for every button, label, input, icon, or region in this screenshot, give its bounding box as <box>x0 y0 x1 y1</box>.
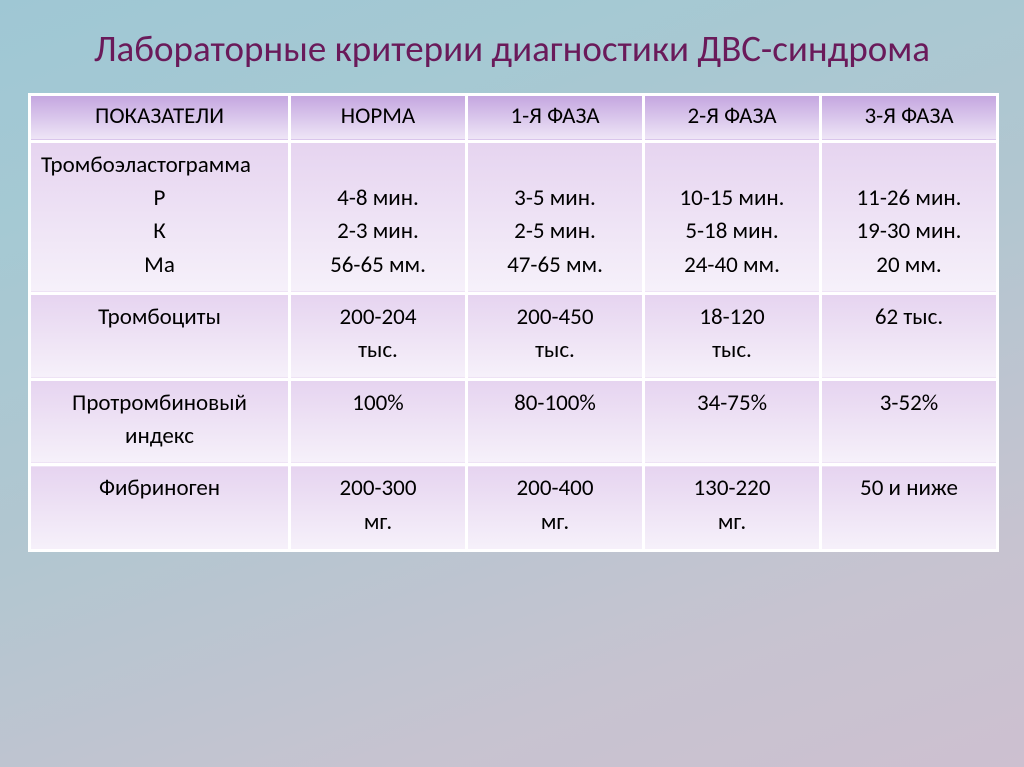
plt-p2-b: тыс. <box>712 336 752 364</box>
plt-p2: 18-120 тыс. <box>644 293 821 379</box>
plt-p2-a: 18-120 <box>699 303 764 331</box>
fib-norm: 200-300 мг. <box>290 465 467 551</box>
plt-norm: 200-204 тыс. <box>290 293 467 379</box>
fib-p2-a: 130-220 <box>694 474 771 502</box>
fib-label: Фибриноген <box>30 465 290 551</box>
slide-title: Лабораторные критерии диагностики ДВС-си… <box>28 28 996 71</box>
plt-norm-b: тыс. <box>358 336 398 364</box>
col-phase3: 3-Я ФАЗА <box>821 94 998 141</box>
row-plt: Тромбоциты 200-204 тыс. 200-450 тыс. 18-… <box>30 293 998 379</box>
teg-norm-ma: 56-65 мм. <box>330 251 426 279</box>
teg-p2-k: 5-18 мин. <box>685 217 778 245</box>
teg-norm-p: 4-8 мин. <box>337 184 419 212</box>
pti-p1: 80-100% <box>467 379 644 465</box>
criteria-table: ПОКАЗАТЕЛИ НОРМА 1-Я ФАЗА 2-Я ФАЗА 3-Я Ф… <box>28 93 999 552</box>
teg-p2-ma: 24-40 мм. <box>684 251 780 279</box>
plt-p1-b: тыс. <box>535 336 575 364</box>
teg-sub-k: К <box>41 215 278 248</box>
teg-p3: 11-26 мин. 19-30 мин. 20 мм. <box>821 141 998 293</box>
fib-norm-a: 200-300 <box>340 474 417 502</box>
col-phase1: 1-Я ФАЗА <box>467 94 644 141</box>
fib-p1: 200-400 мг. <box>467 465 644 551</box>
pti-label-a: Протромбиновый <box>72 389 247 417</box>
fib-norm-b: мг. <box>364 508 392 536</box>
fib-p2: 130-220 мг. <box>644 465 821 551</box>
fib-p2-b: мг. <box>718 508 746 536</box>
teg-p2: 10-15 мин. 5-18 мин. 24-40 мм. <box>644 141 821 293</box>
plt-norm-a: 200-204 <box>340 303 417 331</box>
teg-p1-p: 3-5 мин. <box>514 184 596 212</box>
pti-label: Протромбиновый индекс <box>30 379 290 465</box>
pti-p2: 34-75% <box>644 379 821 465</box>
teg-sub-p: Р <box>41 182 278 215</box>
teg-label-cell: Тромбоэластограмма Р К Ма <box>30 141 290 293</box>
teg-p1-ma: 47-65 мм. <box>507 251 603 279</box>
teg-p3-p: 11-26 мин. <box>857 184 962 212</box>
row-teg: Тромбоэластограмма Р К Ма 4-8 мин. 2-3 м… <box>30 141 998 293</box>
pti-norm: 100% <box>290 379 467 465</box>
fib-p1-b: мг. <box>541 508 569 536</box>
fib-p3: 50 и ниже <box>821 465 998 551</box>
fib-p1-a: 200-400 <box>517 474 594 502</box>
col-norm: НОРМА <box>290 94 467 141</box>
teg-norm: 4-8 мин. 2-3 мин. 56-65 мм. <box>290 141 467 293</box>
pti-label-b: индекс <box>125 422 194 450</box>
teg-p1-k: 2-5 мин. <box>514 217 596 245</box>
pti-p3: 3-52% <box>821 379 998 465</box>
col-indicator: ПОКАЗАТЕЛИ <box>30 94 290 141</box>
table-header-row: ПОКАЗАТЕЛИ НОРМА 1-Я ФАЗА 2-Я ФАЗА 3-Я Ф… <box>30 94 998 141</box>
teg-sub-ma: Ма <box>41 249 278 282</box>
plt-p3: 62 тыс. <box>821 293 998 379</box>
plt-p1: 200-450 тыс. <box>467 293 644 379</box>
slide: Лабораторные критерии диагностики ДВС-си… <box>0 0 1024 767</box>
teg-p1: 3-5 мин. 2-5 мин. 47-65 мм. <box>467 141 644 293</box>
col-phase2: 2-Я ФАЗА <box>644 94 821 141</box>
plt-p1-a: 200-450 <box>517 303 594 331</box>
teg-p3-k: 19-30 мин. <box>857 217 962 245</box>
teg-label: Тромбоэластограмма <box>41 151 251 179</box>
plt-label: Тромбоциты <box>30 293 290 379</box>
row-fib: Фибриноген 200-300 мг. 200-400 мг. 130-2… <box>30 465 998 551</box>
teg-norm-k: 2-3 мин. <box>337 217 419 245</box>
teg-p2-p: 10-15 мин. <box>680 184 785 212</box>
teg-p3-ma: 20 мм. <box>876 251 941 279</box>
row-pti: Протромбиновый индекс 100% 80-100% 34-75… <box>30 379 998 465</box>
